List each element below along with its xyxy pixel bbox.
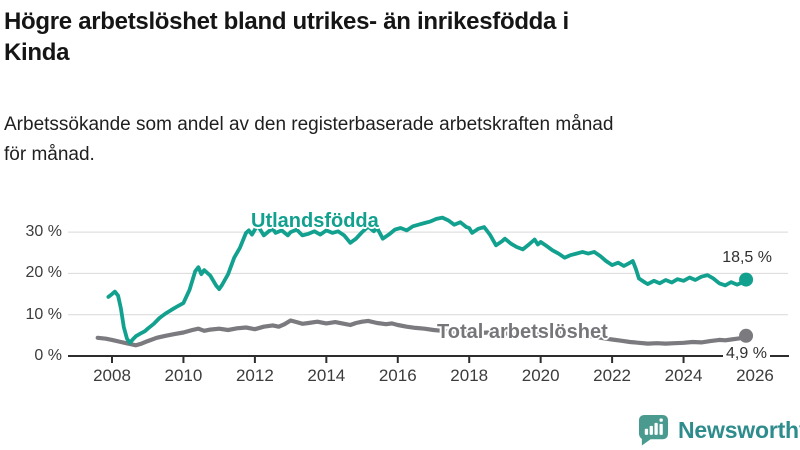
subtitle-line-2: för månad.	[4, 144, 95, 165]
newsworthy-brand-text: Newsworthy	[678, 416, 800, 443]
page-title: Högre arbetslöshet bland utrikes- än inr…	[4, 6, 569, 68]
series-end-dot	[739, 272, 754, 287]
title-line-1: Högre arbetslöshet bland utrikes- än inr…	[4, 8, 569, 35]
subtitle-line-1: Arbetssökande som andel av den registerb…	[4, 114, 614, 135]
newsworthy-logo-icon	[638, 414, 669, 446]
series-line-utlandsf-dda	[106, 215, 748, 345]
newsworthy-logo: Newsworthy	[638, 414, 800, 446]
series-line-total-arbetsl-shet	[95, 318, 749, 348]
series-end-dot	[739, 328, 754, 343]
chart-subtitle: Arbetssökande som andel av den registerb…	[4, 110, 613, 170]
title-line-2: Kinda	[4, 39, 70, 66]
